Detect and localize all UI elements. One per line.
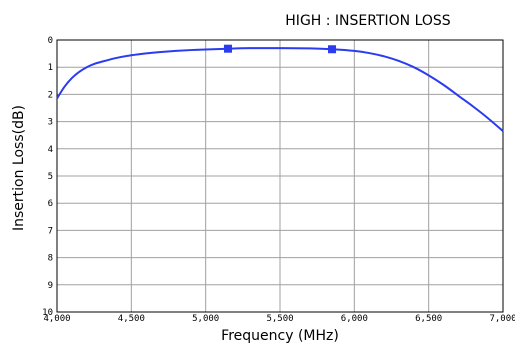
x-tick-label: 5,000 bbox=[192, 314, 219, 324]
x-tick-label: 4,000 bbox=[43, 314, 70, 324]
data-marker bbox=[328, 45, 337, 54]
x-tick-label: 7,000 bbox=[489, 314, 515, 324]
x-tick-label: 6,000 bbox=[341, 314, 368, 324]
x-tick-label: 5,500 bbox=[266, 314, 293, 324]
series-line bbox=[56, 47, 504, 132]
plot-frame bbox=[56, 39, 504, 313]
x-tick-label: 6,500 bbox=[415, 314, 442, 324]
y-tick-label: 6 bbox=[48, 199, 53, 209]
x-tick-labels: 4,000 4,500 5,000 5,500 6,000 6,500 7,000 bbox=[43, 314, 515, 324]
y-tick-label: 0 bbox=[48, 36, 53, 46]
data-marker bbox=[223, 44, 232, 53]
y-tick-label: 3 bbox=[48, 118, 53, 128]
y-tick-label: 9 bbox=[48, 281, 53, 291]
y-tick-label: 7 bbox=[48, 226, 53, 236]
y-tick-label: 5 bbox=[48, 172, 53, 182]
y-tick-label: 1 bbox=[48, 63, 53, 73]
x-axis-title: Frequency (MHz) bbox=[221, 328, 339, 344]
x-tick-label: 4,500 bbox=[118, 314, 145, 324]
y-tick-label: 2 bbox=[48, 90, 53, 100]
y-tick-labels: 0 1 2 3 4 5 6 7 8 9 10 bbox=[42, 36, 53, 318]
y-tick-label: 10 bbox=[42, 308, 53, 318]
y-tick-label: 4 bbox=[48, 145, 53, 155]
y-tick-label: 8 bbox=[48, 254, 53, 264]
chart-title: HIGH : INSERTION LOSS bbox=[285, 13, 451, 29]
y-axis-title: Insertion Loss(dB) bbox=[11, 105, 27, 231]
data-markers bbox=[223, 44, 337, 54]
